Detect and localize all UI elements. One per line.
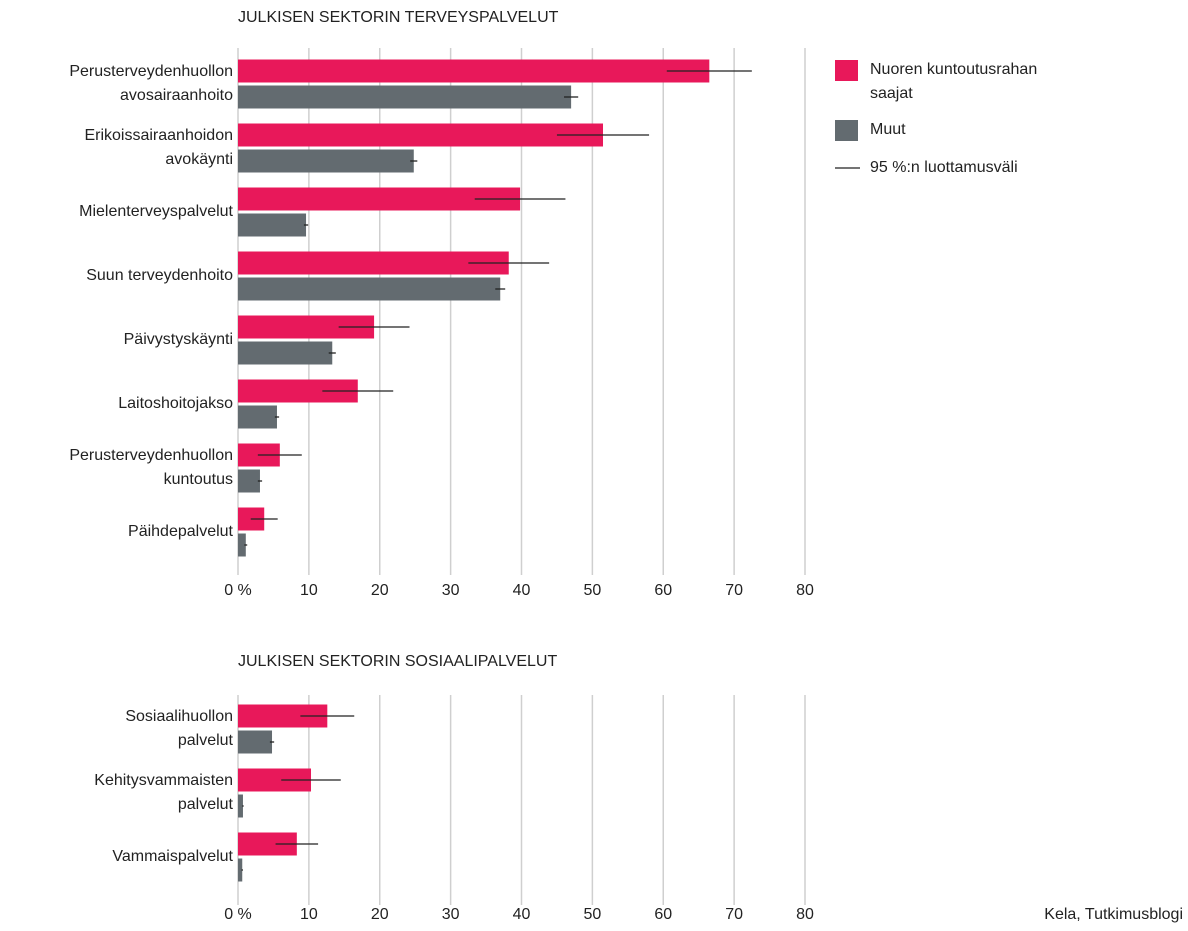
bar [238,187,521,211]
legend-label: Muut [870,121,906,138]
bar [238,405,277,429]
y-tick-label: Sosiaalihuollon palvelut [125,708,233,749]
legend-swatch [835,60,858,81]
x-tick-label: 60 [654,906,672,923]
bar [238,379,358,403]
y-tick-label: Erikoissairaanhoidon avokäynti [84,127,233,168]
y-tick-label: Mielenterveyspalvelut [79,203,233,220]
legend-label: Nuoren kuntoutusrahan saajat [870,61,1037,102]
bar [238,794,243,818]
x-tick-label: 80 [796,906,814,923]
y-tick-label: Laitoshoitojakso [118,395,233,412]
x-tick-label: 0 % [224,582,252,599]
source: Kela, Tutkimusblogi [1044,906,1183,923]
y-tick-label: Päihdepalvelut [128,523,234,540]
legend-swatch [835,120,858,141]
x-tick-label: 10 [300,906,318,923]
bar [238,730,273,754]
x-tick-label: 20 [371,582,389,599]
bar [238,341,333,365]
bar [238,123,604,147]
legend-label: 95 %:n luottamusväli [870,159,1018,176]
y-tick-label: Vammaispalvelut [112,848,233,865]
bar [238,251,509,275]
bar [238,59,710,83]
x-tick-label: 40 [513,906,531,923]
x-tick-label: 10 [300,582,318,599]
x-tick-label: 70 [725,906,743,923]
chart-title: JULKISEN SEKTORIN TERVEYSPALVELUT [238,9,559,26]
x-tick-label: 60 [654,582,672,599]
bar [238,704,328,728]
chart-title: JULKISEN SEKTORIN SOSIAALIPALVELUT [238,653,557,670]
y-tick-label: Perusterveydenhuollon kuntoutus [69,447,233,488]
x-tick-label: 30 [442,582,460,599]
bar [238,469,260,493]
bar [238,277,501,301]
x-tick-label: 70 [725,582,743,599]
x-tick-label: 0 % [224,906,252,923]
y-tick-label: Perusterveydenhuollon avosairaanhoito [69,63,233,104]
x-tick-label: 50 [583,906,601,923]
x-tick-label: 80 [796,582,814,599]
bar [238,768,312,792]
x-tick-label: 30 [442,906,460,923]
bar [238,213,307,237]
y-tick-label: Kehitysvammaisten palvelut [94,772,233,813]
y-tick-label: Suun terveydenhoito [86,267,233,284]
bar [238,85,572,109]
bar [238,858,243,882]
x-tick-label: 40 [513,582,531,599]
bar [238,315,375,339]
bar [238,149,414,173]
bar [238,832,297,856]
y-tick-label: Päivystyskäynti [124,331,233,348]
bar [238,533,246,557]
x-tick-label: 50 [583,582,601,599]
x-tick-label: 20 [371,906,389,923]
